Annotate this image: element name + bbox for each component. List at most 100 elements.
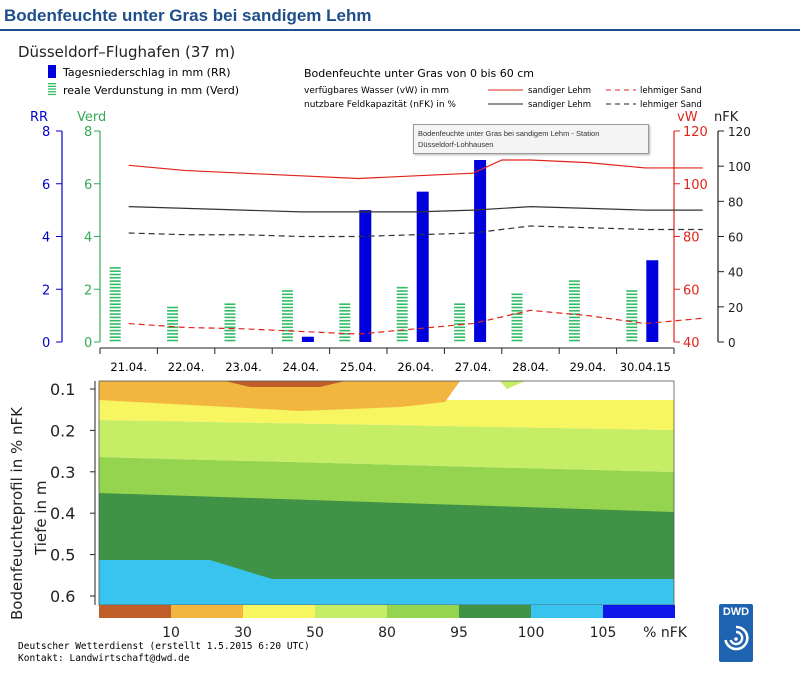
axis-title-verd: Verd <box>77 110 106 125</box>
profile-band-dark-orange <box>225 381 345 387</box>
precip-bar <box>474 160 487 342</box>
footer-contact[interactable]: Kontakt: Landwirtschaft@dwd.de <box>18 653 190 664</box>
tick-label-vw: 60 <box>683 283 700 298</box>
colorbar-tick-label: 50 <box>306 625 324 641</box>
tick-label-rr: 0 <box>42 336 50 351</box>
precip-bar <box>359 210 372 342</box>
evap-bar <box>454 303 466 342</box>
profile-band-orange <box>99 381 460 411</box>
tick-label-depth: 0.6 <box>50 587 75 606</box>
x-tick-label: 27.04. <box>455 360 492 374</box>
evap-bar <box>167 306 179 342</box>
tooltip-line-2: Düsseldorf-Lohhausen <box>418 140 494 149</box>
tick-label-verd: 6 <box>84 178 92 193</box>
profile-band-cyan <box>99 560 674 605</box>
evap-bar <box>281 290 293 342</box>
legend-evap-swatch-line <box>48 83 56 85</box>
tick-label-nfk: 80 <box>728 195 743 209</box>
legend-evap-swatch-line <box>48 88 56 90</box>
tick-label-depth: 0.1 <box>50 380 75 399</box>
axis-title-vw: vW <box>677 110 698 125</box>
tick-label-depth: 0.2 <box>50 421 75 440</box>
page-title: Bodenfeuchte unter Gras bei sandigem Leh… <box>4 6 372 25</box>
evap-bar <box>109 267 121 342</box>
precip-bar <box>301 336 314 342</box>
dwd-logo-text: DWD <box>722 606 750 618</box>
colorbar-segment <box>171 605 243 618</box>
tick-label-nfk: 20 <box>728 301 743 315</box>
x-tick-label: 28.04. <box>512 360 549 374</box>
legend-evap-label: reale Verdunstung in mm (Verd) <box>63 84 239 97</box>
tick-label-nfk: 100 <box>728 160 751 174</box>
colorbar-segment <box>531 605 603 618</box>
precip-bar <box>416 191 429 342</box>
dwd-swirl-icon <box>724 625 749 651</box>
colorbar-segment <box>387 605 459 618</box>
tick-label-vw: 120 <box>683 125 708 140</box>
x-tick-label: 24.04. <box>283 360 320 374</box>
colorbar-segment <box>459 605 531 618</box>
colorbar-segment <box>99 605 171 618</box>
colorbar-tick-label: 95 <box>450 625 468 641</box>
colorbar-segment <box>315 605 387 618</box>
tooltip-line-1: Bodenfeuchte unter Gras bei sandigem Leh… <box>418 129 600 138</box>
tick-label-nfk: 0 <box>728 336 736 350</box>
tick-label-depth: 0.5 <box>50 546 75 565</box>
evap-bar <box>224 303 236 342</box>
tick-label-nfk: 120 <box>728 125 751 139</box>
evap-bar <box>568 280 580 342</box>
legend-vw-loamy-sand-label: lehmiger Sand <box>640 86 702 96</box>
colorbar-tick-label: % nFK <box>643 625 688 641</box>
profile-band-green <box>99 457 674 512</box>
axis-title-rr: RR <box>30 110 48 125</box>
nfk-sandy-loam-line <box>128 206 703 213</box>
tick-label-verd: 0 <box>84 336 92 351</box>
legend-vw-sandy-loam-label: sandiger Lehm <box>528 86 591 96</box>
colorbar-tick-label: 30 <box>234 625 252 641</box>
colorbar-segment <box>603 605 675 618</box>
x-tick-label: 26.04. <box>397 360 434 374</box>
x-tick-label: 25.04. <box>340 360 377 374</box>
tick-label-verd: 4 <box>84 231 92 246</box>
tick-label-depth: 0.3 <box>50 463 75 482</box>
tick-label-rr: 2 <box>42 283 50 298</box>
legend-precip-swatch <box>48 65 56 78</box>
x-tick-label: 30.04.15 <box>620 360 671 374</box>
soil-profile-heatmap <box>98 380 675 606</box>
x-tick-label: 21.04. <box>110 360 147 374</box>
dwd-logo[interactable]: DWD <box>719 604 753 662</box>
legend-nfk-loamy-sand-label: lehmiger Sand <box>640 100 702 110</box>
tick-label-rr: 6 <box>42 178 50 193</box>
tick-label-vw: 100 <box>683 178 708 193</box>
evap-bar <box>339 303 351 342</box>
tick-label-vw: 40 <box>683 336 700 351</box>
legend-evap-swatch-line <box>48 91 56 93</box>
tick-label-nfk: 40 <box>728 266 743 280</box>
x-tick-label: 23.04. <box>225 360 262 374</box>
legend-evap-swatch-line <box>48 93 56 96</box>
colorbar-segment <box>243 605 315 618</box>
axis-title-nfk: nFK <box>714 110 739 125</box>
legend-nfk-sandy-loam-label: sandiger Lehm <box>528 100 591 110</box>
evap-bar <box>396 286 408 342</box>
evap-bar <box>511 293 523 342</box>
footer: Deutscher Wetterdienst (erstellt 1.5.201… <box>18 641 310 665</box>
legend-vw-label: verfügbares Wasser (vW) in mm <box>304 86 449 96</box>
precip-bar <box>646 260 659 342</box>
evap-bar <box>626 290 638 342</box>
tick-label-rr: 4 <box>42 231 50 246</box>
tick-label-vw: 80 <box>683 231 700 246</box>
axis-title-profile: Bodenfeuchteprofil in % nFK <box>8 406 26 620</box>
station-label: Düsseldorf–Flughafen (37 m) <box>18 43 235 61</box>
tick-label-nfk: 60 <box>728 231 743 245</box>
colorbar-tick-label: 80 <box>378 625 396 641</box>
colorbar-tick-label: 105 <box>590 625 617 641</box>
legend-precip-label: Tagesniederschlag in mm (RR) <box>62 66 231 79</box>
legend-nfk-label: nutzbare Feldkapazität (nFK) in % <box>304 100 456 110</box>
footer-credit: Deutscher Wetterdienst (erstellt 1.5.201… <box>18 641 310 652</box>
legend-soil-title: Bodenfeuchte unter Gras von 0 bis 60 cm <box>304 67 534 80</box>
tick-label-verd: 2 <box>84 283 92 298</box>
x-tick-label: 29.04. <box>570 360 607 374</box>
title-rule <box>0 29 800 31</box>
